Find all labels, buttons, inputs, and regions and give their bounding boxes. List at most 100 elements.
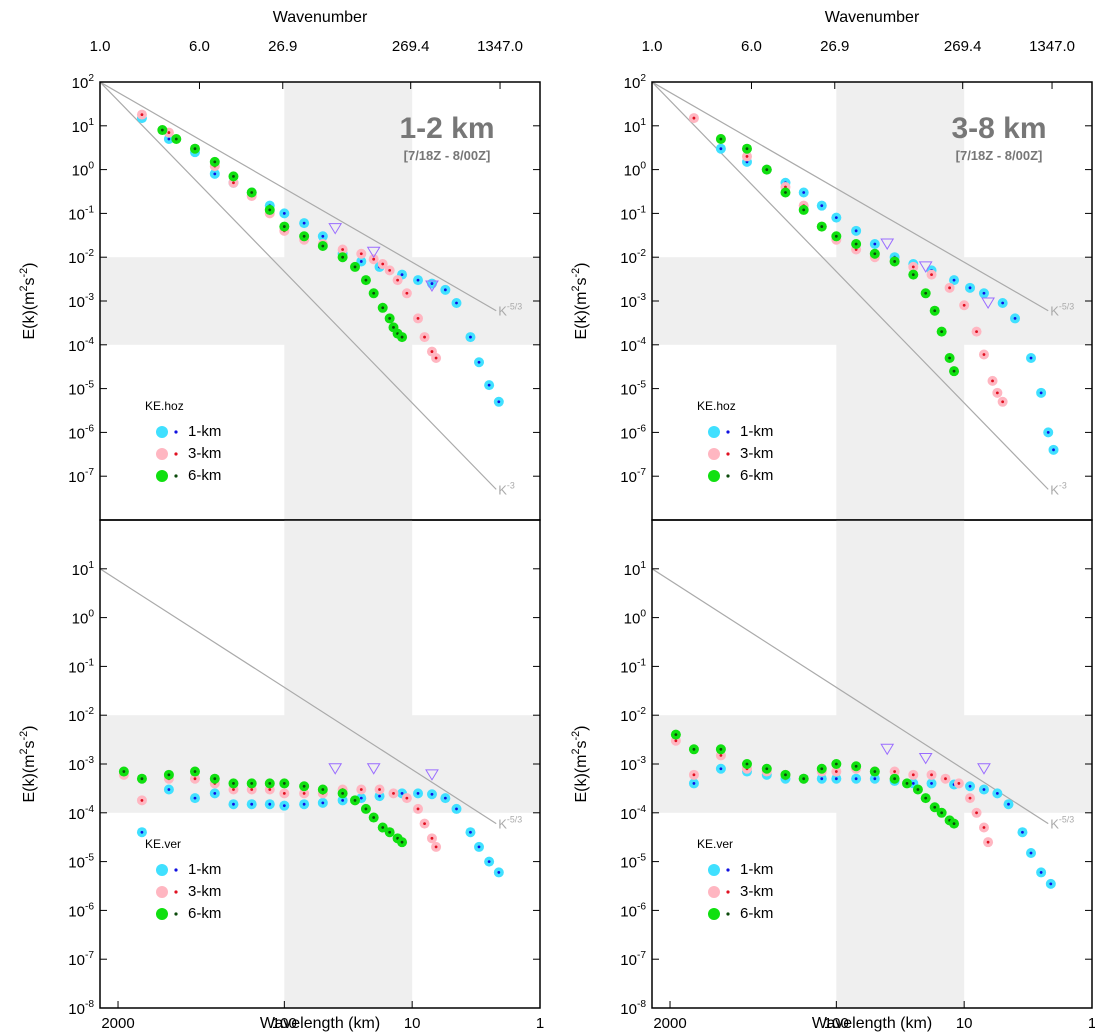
point-dot: [982, 353, 986, 356]
x2-tick-label: 269.4: [392, 38, 430, 55]
data-point: [431, 352, 442, 363]
data-point: [279, 208, 290, 219]
data-point: [246, 187, 257, 198]
point-dot: [167, 137, 171, 141]
data-point: [317, 241, 328, 252]
y-tick-label: 10-4: [620, 804, 646, 823]
point-dot: [930, 273, 933, 277]
point-dot: [991, 379, 994, 383]
point-dot: [167, 773, 171, 777]
point-dot: [893, 260, 897, 263]
data-point: [1010, 313, 1021, 324]
data-point: [971, 326, 982, 337]
point-dot: [1013, 317, 1017, 320]
data-point: [189, 143, 200, 154]
data-point: [741, 759, 752, 769]
data-point: [246, 799, 257, 810]
x-axis-title: Wavelength (km): [812, 1015, 932, 1032]
point-dot: [282, 791, 286, 795]
data-point: [953, 778, 964, 789]
data-point: [246, 778, 257, 789]
plot-area: [652, 82, 1092, 520]
plot-area: [100, 82, 540, 520]
data-point: [337, 788, 348, 799]
point-dot: [341, 791, 345, 795]
y-tick-label: 10-8: [68, 999, 94, 1018]
point-dot: [834, 234, 838, 238]
point-dot: [341, 798, 345, 802]
data-point: [831, 759, 842, 769]
point-dot: [911, 273, 915, 277]
data-point: [171, 133, 182, 144]
point-dot: [268, 788, 272, 791]
data-point: [992, 788, 1003, 799]
point-dot: [692, 747, 696, 751]
x-tick-label: 2000: [101, 1015, 134, 1032]
data-point: [136, 109, 147, 120]
legend-dot: [174, 868, 178, 872]
y-axis-title: E(k)(m2s-2): [18, 262, 38, 339]
x-tick-label: 2000: [653, 1015, 686, 1032]
point-dot: [940, 811, 944, 815]
point-dot: [302, 221, 306, 225]
point-dot: [359, 788, 363, 791]
panel-title: 1-2 km: [399, 112, 494, 145]
y-tick-label: 10-4: [620, 336, 646, 355]
point-dot: [834, 762, 838, 766]
point-dot: [692, 782, 696, 785]
y-tick-label: 10-3: [68, 292, 94, 311]
panel-title: 3-8 km: [951, 112, 1046, 145]
point-dot: [1029, 356, 1033, 360]
legend-dot: [726, 452, 730, 456]
reference-label: K-5/3: [498, 302, 522, 319]
point-dot: [167, 131, 171, 134]
point-dot: [405, 291, 409, 295]
point-dot: [372, 257, 376, 261]
data-point: [451, 803, 462, 814]
point-dot: [745, 155, 749, 158]
marker-triangle: [366, 246, 381, 259]
data-point: [1048, 444, 1059, 455]
legend-dot: [726, 912, 730, 916]
data-point: [831, 231, 842, 242]
data-point: [798, 204, 809, 215]
legend-dot: [726, 868, 730, 872]
data-point: [337, 252, 348, 263]
marker-triangle: [328, 223, 343, 235]
data-point: [741, 151, 752, 162]
point-dot: [400, 335, 404, 339]
legend-label: 3-km: [740, 883, 773, 900]
data-point: [397, 837, 408, 848]
point-dot: [784, 191, 787, 194]
data-point: [997, 396, 1008, 407]
point-dot: [933, 805, 937, 809]
y-tick-label: 100: [72, 609, 95, 628]
point-dot: [982, 291, 986, 295]
data-point: [715, 133, 726, 144]
data-point: [189, 766, 200, 777]
data-point: [926, 769, 937, 780]
data-point: [944, 282, 955, 293]
point-dot: [1049, 882, 1053, 886]
shade-band: [652, 257, 1092, 345]
y-tick-label: 10-6: [620, 424, 646, 443]
data-point: [798, 187, 809, 198]
point-dot: [1039, 871, 1043, 874]
marker-triangle: [880, 743, 895, 756]
marker-triangle: [328, 763, 343, 775]
point-dot: [719, 747, 723, 751]
point-dot: [372, 816, 376, 819]
point-dot: [820, 777, 824, 781]
data-point: [688, 113, 699, 124]
point-dot: [232, 174, 235, 178]
point-dot: [455, 807, 458, 811]
data-point: [929, 305, 940, 316]
point-dot: [893, 770, 897, 773]
legend-label: 6-km: [740, 905, 773, 922]
data-point: [384, 265, 395, 276]
reference-label: K-5/3: [1050, 815, 1074, 832]
legend-swatch: [708, 426, 720, 438]
point-dot: [962, 303, 966, 307]
reference-line: [100, 568, 497, 825]
data-point: [392, 275, 403, 286]
